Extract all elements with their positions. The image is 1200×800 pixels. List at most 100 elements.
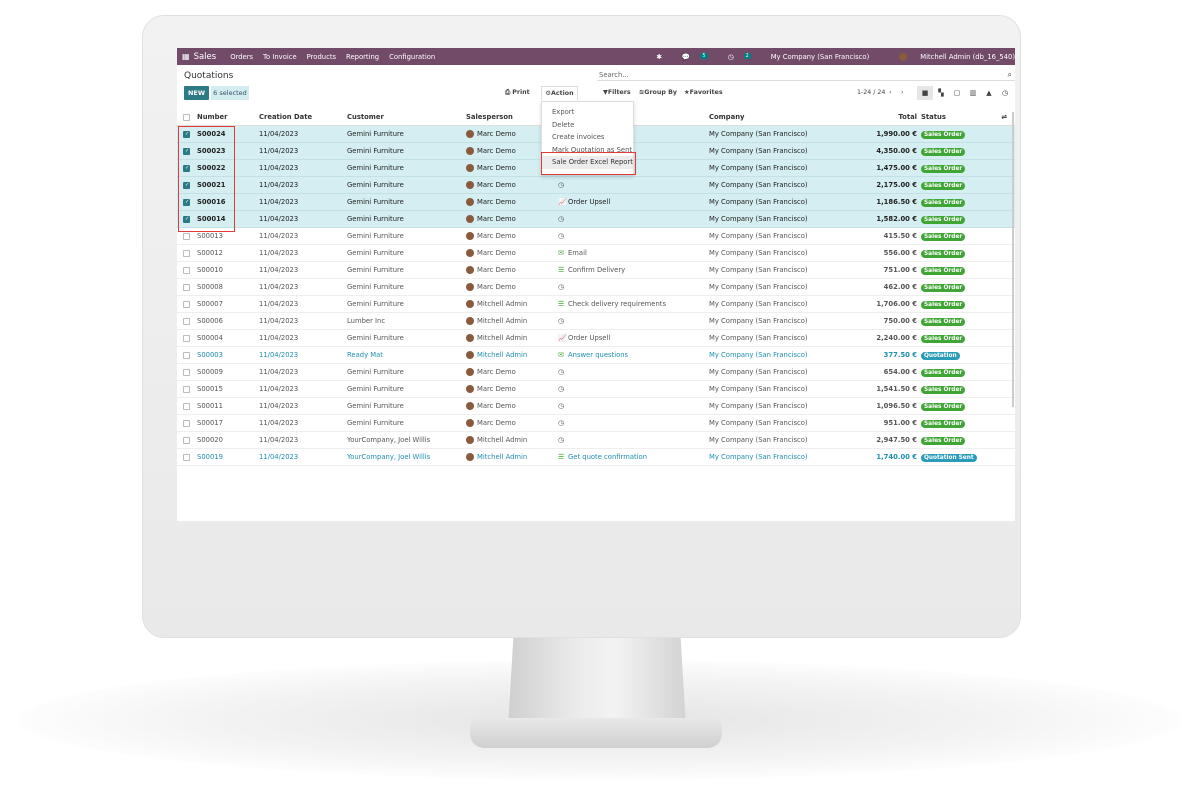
new-button[interactable]: NEW: [184, 86, 209, 100]
row-checkbox[interactable]: [183, 131, 190, 138]
activity[interactable]: ◷: [558, 364, 568, 381]
list-view-icon[interactable]: ■: [917, 86, 933, 100]
menu-item-mark-sent[interactable]: Mark Quotation as Sent: [552, 145, 633, 154]
menu-item-export[interactable]: Export: [552, 108, 575, 116]
kanban-view-icon[interactable]: ▚: [938, 89, 944, 97]
row-checkbox[interactable]: [183, 369, 190, 376]
pager-next-icon[interactable]: ›: [901, 89, 904, 96]
menu-orders[interactable]: Orders: [230, 52, 254, 61]
row-checkbox[interactable]: [183, 233, 190, 240]
activities-icon[interactable]: ◷ 2: [727, 52, 751, 61]
menu-reporting[interactable]: Reporting: [346, 52, 380, 61]
table-row[interactable]: S00015 11/04/2023 Gemini Furniture Marc …: [177, 381, 1015, 398]
activity[interactable]: ☰ Check delivery requirements: [558, 296, 666, 313]
activity[interactable]: ◷: [558, 313, 568, 330]
activity[interactable]: 📈Order Upsell: [558, 330, 610, 347]
favorites-button[interactable]: ★Favorites: [684, 86, 723, 100]
filters-button[interactable]: ▼Filters: [603, 86, 631, 100]
table-row[interactable]: S00003 11/04/2023 Ready Mat Mitchell Adm…: [177, 347, 1015, 364]
messages-icon[interactable]: 💬 5: [681, 52, 708, 61]
table-row[interactable]: S00007 11/04/2023 Gemini Furniture Mitch…: [177, 296, 1015, 313]
table-row[interactable]: S00009 11/04/2023 Gemini Furniture Marc …: [177, 364, 1015, 381]
activity[interactable]: 📈Order Upsell: [558, 194, 610, 211]
table-row[interactable]: S00016 11/04/2023 Gemini Furniture Marc …: [177, 194, 1015, 211]
row-checkbox[interactable]: [183, 335, 190, 342]
row-checkbox[interactable]: [183, 250, 190, 257]
table-row[interactable]: S00014 11/04/2023 Gemini Furniture Marc …: [177, 211, 1015, 228]
col-salesperson[interactable]: Salesperson: [466, 113, 513, 121]
print-button[interactable]: ⎙ Print: [505, 86, 530, 100]
search-input[interactable]: Search...: [597, 69, 1015, 81]
table-row[interactable]: S00013 11/04/2023 Gemini Furniture Marc …: [177, 228, 1015, 245]
company-switcher[interactable]: My Company (San Francisco): [770, 52, 870, 61]
pivot-view-icon[interactable]: ▥: [969, 89, 977, 97]
row-checkbox[interactable]: [183, 386, 190, 393]
table-row[interactable]: S00020 11/04/2023 YourCompany, Joel Will…: [177, 432, 1015, 449]
activity[interactable]: ☰ Confirm Delivery: [558, 262, 625, 279]
row-checkbox[interactable]: [183, 199, 190, 206]
activity[interactable]: ◷: [558, 228, 568, 245]
row-checkbox[interactable]: [183, 403, 190, 410]
activity[interactable]: ◷: [558, 211, 568, 228]
col-number[interactable]: Number: [197, 113, 228, 121]
apps-menu-icon[interactable]: ▦: [182, 52, 190, 61]
row-checkbox[interactable]: [183, 284, 190, 291]
status-badge: Sales Order: [921, 245, 966, 262]
select-all-checkbox[interactable]: [183, 114, 190, 121]
table-row[interactable]: S00010 11/04/2023 Gemini Furniture Marc …: [177, 262, 1015, 279]
action-button[interactable]: ⚙Action: [541, 86, 578, 100]
row-checkbox[interactable]: [183, 216, 190, 223]
menu-item-delete[interactable]: Delete: [552, 120, 575, 129]
menu-configuration[interactable]: Configuration: [389, 52, 436, 61]
pager[interactable]: 1-24 / 24: [857, 89, 886, 96]
table-row[interactable]: S00004 11/04/2023 Gemini Furniture Mitch…: [177, 330, 1015, 347]
table-row[interactable]: S00012 11/04/2023 Gemini Furniture Marc …: [177, 245, 1015, 262]
table-row[interactable]: S00008 11/04/2023 Gemini Furniture Marc …: [177, 279, 1015, 296]
search-icon[interactable]: ⌕: [1007, 70, 1012, 79]
row-checkbox[interactable]: [183, 318, 190, 325]
activity[interactable]: ✉ Email: [558, 245, 587, 262]
table-row[interactable]: S00017 11/04/2023 Gemini Furniture Marc …: [177, 415, 1015, 432]
row-checkbox[interactable]: [183, 352, 190, 359]
table-row[interactable]: S00019 11/04/2023 YourCompany, Joel Will…: [177, 449, 1015, 466]
col-total[interactable]: Total: [898, 113, 917, 121]
row-checkbox[interactable]: [183, 148, 190, 155]
activity[interactable]: ✉ Answer questions: [558, 347, 628, 364]
activity[interactable]: ◷: [558, 279, 568, 296]
col-customer[interactable]: Customer: [347, 113, 384, 121]
menu-item-excel-report[interactable]: Sale Order Excel Report: [542, 156, 633, 169]
selected-count[interactable]: 6 selected: [211, 86, 249, 100]
col-company[interactable]: Company: [709, 113, 745, 121]
bug-icon[interactable]: ✱: [656, 52, 662, 61]
row-checkbox[interactable]: [183, 301, 190, 308]
groupby-button[interactable]: ≋Group By: [639, 86, 677, 100]
activity[interactable]: ◷: [558, 415, 568, 432]
activity[interactable]: ◷: [558, 398, 568, 415]
row-checkbox[interactable]: [183, 454, 190, 461]
table-row[interactable]: S00006 11/04/2023 Lumber Inc Mitchell Ad…: [177, 313, 1015, 330]
activity[interactable]: ◷: [558, 432, 568, 449]
calendar-view-icon[interactable]: ▢: [953, 89, 961, 97]
graph-view-icon[interactable]: ▲: [986, 89, 992, 97]
menu-item-create-invoices[interactable]: Create invoices: [552, 133, 605, 142]
menu-products[interactable]: Products: [306, 52, 337, 61]
row-checkbox[interactable]: [183, 437, 190, 444]
user-menu[interactable]: Mitchell Admin (db_16_540): [889, 52, 1015, 61]
table-row[interactable]: S00011 11/04/2023 Gemini Furniture Marc …: [177, 398, 1015, 415]
scrollbar[interactable]: [1012, 112, 1014, 407]
col-status[interactable]: Status: [921, 113, 946, 121]
activity[interactable]: ◷: [558, 177, 568, 194]
table-row[interactable]: S00021 11/04/2023 Gemini Furniture Marc …: [177, 177, 1015, 194]
menu-to-invoice[interactable]: To Invoice: [263, 52, 297, 61]
activity[interactable]: ☰ Get quote confirmation: [558, 449, 647, 466]
activity-view-icon[interactable]: ◷: [1001, 89, 1009, 97]
column-settings-icon[interactable]: ⇌: [1001, 113, 1007, 121]
app-name[interactable]: Sales: [193, 51, 217, 62]
activity[interactable]: ◷: [558, 381, 568, 398]
row-checkbox[interactable]: [183, 267, 190, 274]
pager-prev-icon[interactable]: ‹: [889, 89, 892, 96]
row-checkbox[interactable]: [183, 420, 190, 427]
row-checkbox[interactable]: [183, 182, 190, 189]
col-date[interactable]: Creation Date: [259, 113, 313, 121]
row-checkbox[interactable]: [183, 165, 190, 172]
